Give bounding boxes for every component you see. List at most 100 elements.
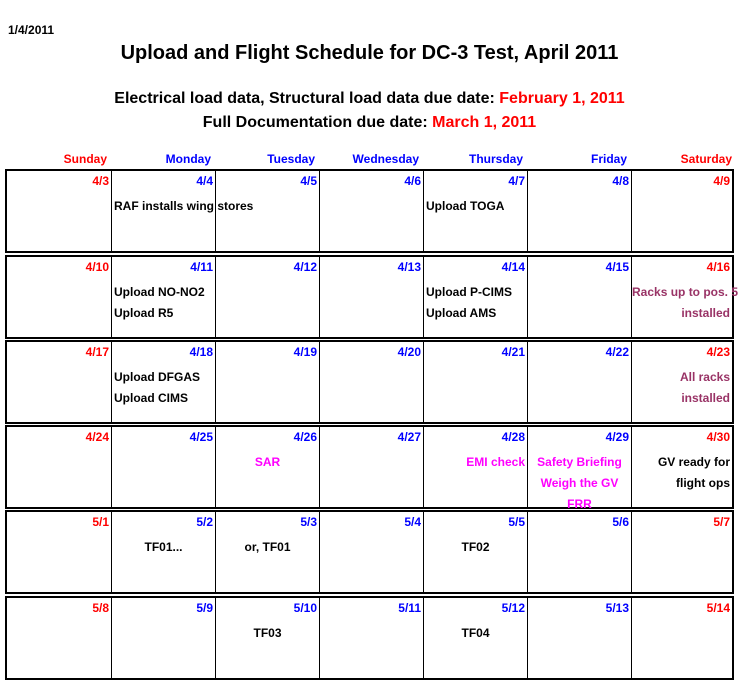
event-text: EMI check [466,455,525,469]
date-number: 4/18 [189,345,213,359]
day-cell: 4/24 [7,427,111,507]
day-cell: 4/15 [527,257,631,337]
day-cell: 5/14 [631,598,732,678]
day-cell: 4/19 [215,342,319,422]
event-text: GV ready for [657,455,730,469]
date-number: 4/4 [196,174,213,188]
day-cell: 5/7 [631,512,732,592]
event-list: RAF installs wing stores [112,196,254,217]
day-cell: 4/4 RAF installs wing stores [111,171,254,251]
day-cell: 5/3 or, TF01 [215,512,319,592]
event-list: Safety Briefing Weigh the GV FRR [528,452,631,515]
date-number: 5/5 [508,515,525,529]
date-number: 4/11 [190,260,213,274]
day-cell: 4/16 Racks up to pos. 5 installed [631,257,739,337]
event-text: Upload P-CIMS [426,285,512,299]
day-header-saturday: Saturday [680,152,732,166]
day-cell: 5/11 [319,598,423,678]
event-text: Upload NO-NO2 [114,285,205,299]
date-number: 4/28 [501,430,525,444]
date-number: 4/7 [508,174,525,188]
event-text: All racks [679,370,730,384]
date-number: 4/20 [397,345,421,359]
date-number: 4/27 [397,430,421,444]
page-title: Upload and Flight Schedule for DC-3 Test… [120,42,619,64]
day-cell: 4/10 [7,257,111,337]
event-text: RAF installs wing stores [114,199,254,213]
date-number: 4/14 [501,260,525,274]
day-cell: 4/23 All racks installed [631,342,732,422]
date-number: 5/8 [92,601,109,615]
event-text: SAR [254,455,281,469]
day-header-tuesday: Tuesday [267,152,315,166]
event-list: GV ready for flight ops [632,452,732,494]
document-date: 1/4/2011 [8,23,55,37]
event-text: Racks up to pos. 5 [632,285,739,299]
day-cell: 5/2 TF01... [111,512,215,592]
calendar-grid: 4/3 4/4 RAF installs wing stores 4/5 4/6 4/7 U… [5,169,739,682]
day-cell: 4/25 [111,427,215,507]
day-header-sunday: Sunday [63,152,107,166]
date-number: 5/14 [706,601,730,615]
event-list: SAR [216,452,319,473]
event-text: TF01... [144,540,183,554]
day-cell: 4/3 [7,171,111,251]
date-number: 4/16 [706,260,730,274]
date-number: 5/1 [92,515,109,529]
day-header-wednesday: Wednesday [352,152,419,166]
date-number: 4/17 [85,345,109,359]
date-number: 5/10 [293,601,317,615]
event-text: flight ops [676,476,730,490]
event-text: or, TF01 [244,540,291,554]
date-number: 5/12 [501,601,525,615]
date-number: 4/8 [612,174,629,188]
electrical-structural-due-line: Electrical load data, Structural load da… [0,90,739,108]
date-number: 4/19 [293,345,317,359]
day-cell: 4/11 Upload NO-NO2 Upload R5 [111,257,215,337]
event-list: EMI check [424,452,527,473]
event-text: TF04 [461,626,490,640]
date-number: 4/21 [501,345,525,359]
date-number: 4/24 [85,430,109,444]
date-number: 4/29 [605,430,629,444]
week-row: 4/24 4/25 4/26 SAR 4/27 4/28 EMI check 4/29 Safe… [5,425,734,511]
day-header-monday: Monday [165,152,211,166]
day-cell: 4/28 EMI check [423,427,527,507]
day-cell: 4/26 SAR [215,427,319,507]
day-cell: 4/12 [215,257,319,337]
date-number: 4/22 [605,345,629,359]
date-number: 4/23 [706,345,730,359]
day-cell: 5/13 [527,598,631,678]
event-text: TF03 [253,626,282,640]
event-list: Upload TOGA [424,196,527,217]
week-row: 4/10 4/11 Upload NO-NO2 Upload R5 4/12 4/13 4/… [5,255,739,339]
day-of-week-header-row: Sunday Monday Tuesday Wednesday Thursday Frid… [5,152,734,170]
day-cell: 4/21 [423,342,527,422]
week-row: 5/8 5/9 5/10 TF03 5/11 5/12 TF04 5/13 5/14 [5,596,734,680]
date-number: 4/13 [397,260,421,274]
day-cell: 4/17 [7,342,111,422]
date-number: 4/5 [300,174,317,188]
event-list: TF04 [424,623,527,644]
day-cell: 4/30 GV ready for flight ops [631,427,732,507]
date-number: 5/2 [196,515,213,529]
event-text: Weigh the GV [540,476,619,490]
event-text: Upload AMS [426,306,497,320]
day-header-thursday: Thursday [468,152,523,166]
event-list: Upload DFGAS Upload CIMS [112,367,215,409]
date-number: 4/30 [706,430,730,444]
day-cell: 5/5 TF02 [423,512,527,592]
event-list: TF01... [112,537,215,558]
event-text: TF02 [461,540,490,554]
date-number: 4/25 [189,430,213,444]
event-text: installed [681,306,730,320]
date-number: 4/6 [404,174,421,188]
due-label-2: Full Documentation due date: [202,114,428,131]
day-cell: 4/20 [319,342,423,422]
date-number: 5/3 [300,515,317,529]
day-cell: 4/5 [215,171,319,251]
day-cell: 5/6 [527,512,631,592]
day-cell: 5/12 TF04 [423,598,527,678]
date-number: 5/4 [404,515,421,529]
event-list: TF02 [424,537,527,558]
